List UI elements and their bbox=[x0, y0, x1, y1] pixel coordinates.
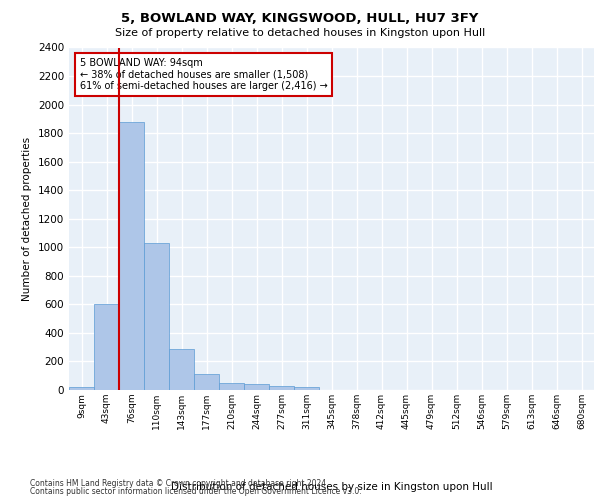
Bar bbox=[194, 374, 218, 390]
Bar bbox=[295, 387, 319, 390]
X-axis label: Distribution of detached houses by size in Kingston upon Hull: Distribution of detached houses by size … bbox=[170, 482, 493, 492]
Text: Size of property relative to detached houses in Kingston upon Hull: Size of property relative to detached ho… bbox=[115, 28, 485, 38]
Text: 5 BOWLAND WAY: 94sqm
← 38% of detached houses are smaller (1,508)
61% of semi-de: 5 BOWLAND WAY: 94sqm ← 38% of detached h… bbox=[79, 58, 327, 91]
Bar bbox=[244, 384, 269, 390]
Bar bbox=[145, 243, 169, 390]
Text: 5, BOWLAND WAY, KINGSWOOD, HULL, HU7 3FY: 5, BOWLAND WAY, KINGSWOOD, HULL, HU7 3FY bbox=[121, 12, 479, 26]
Text: Contains HM Land Registry data © Crown copyright and database right 2024.: Contains HM Land Registry data © Crown c… bbox=[30, 478, 329, 488]
Bar bbox=[269, 386, 293, 390]
Text: Contains public sector information licensed under the Open Government Licence v3: Contains public sector information licen… bbox=[30, 487, 362, 496]
Bar bbox=[94, 304, 119, 390]
Bar bbox=[119, 122, 143, 390]
Bar bbox=[220, 383, 244, 390]
Bar bbox=[70, 387, 94, 390]
Y-axis label: Number of detached properties: Number of detached properties bbox=[22, 136, 32, 301]
Bar bbox=[169, 350, 194, 390]
